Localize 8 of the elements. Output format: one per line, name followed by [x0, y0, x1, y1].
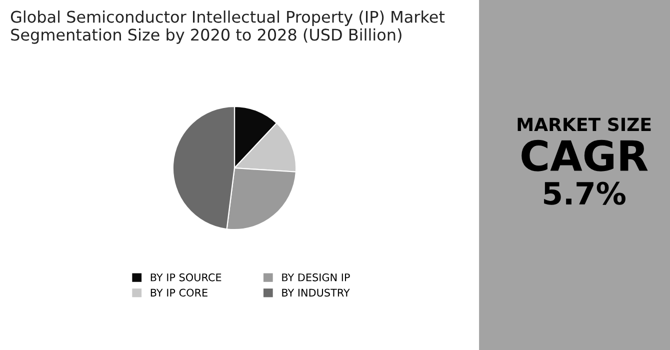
legend-label: BY IP SOURCE	[150, 273, 222, 282]
legend-label: BY DESIGN IP	[282, 273, 350, 282]
chart-title: Global Semiconductor Intellectual Property (IP) Market Segmentation Size by 2020 to 2028 (USD Billion)	[10, 10, 445, 44]
text: MARKET SIZE	[518, 118, 651, 132]
text: 5.7%	[544, 182, 626, 205]
text: CAGR	[522, 140, 648, 172]
legend-label: BY IP CORE	[150, 288, 208, 297]
legend-label: BY INDUSTRY	[282, 288, 350, 297]
